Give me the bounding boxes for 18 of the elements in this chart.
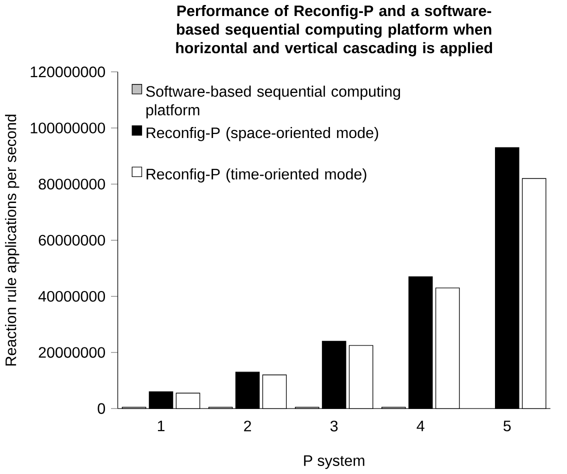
y-tick-label: 120000000 (30, 66, 106, 78)
x-tick-label: 4 (416, 420, 424, 432)
chart-title: Performance of Reconfig-P and a software-based sequential computing platform when horizontal and vertical cascading is applied (176, 5, 492, 56)
y-tick-label: 20000000 (38, 347, 106, 358)
legend-label: Software-based sequential computing platform (146, 86, 400, 118)
x-tick-label: 3 (330, 420, 338, 432)
legend-label: Reconfig-P (time-oriented mode) (146, 168, 366, 182)
y-tick-label: 40000000 (38, 290, 106, 302)
x-tick-label: 1 (158, 420, 164, 432)
legend-label: Reconfig-P (space-oriented mode) (146, 127, 378, 142)
y-tick-label: 80000000 (38, 178, 106, 190)
y-tick-label: 100000000 (30, 122, 106, 134)
x-tick-label: 2 (244, 420, 251, 432)
y-tick-label: 0 (98, 403, 106, 414)
y-tick-label: 60000000 (38, 234, 106, 246)
y-axis-title: Reaction rule applications per second (5, 114, 20, 366)
x-tick-label: 5 (504, 420, 511, 432)
x-axis-title: P system (304, 455, 364, 469)
